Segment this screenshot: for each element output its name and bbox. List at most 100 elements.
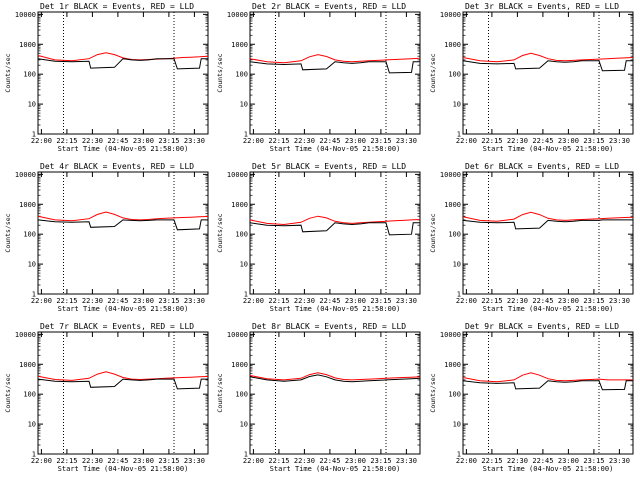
x-tick-label: 22:30 bbox=[507, 457, 528, 465]
x-tick-label: 22:00 bbox=[456, 457, 477, 465]
x-tick-label: 22:00 bbox=[456, 137, 477, 145]
y-tick-label: 100 bbox=[448, 231, 461, 239]
x-tick-label: 22:30 bbox=[294, 457, 315, 465]
y-tick-label: 10 bbox=[28, 421, 36, 429]
x-axis-label: Start Time (04-Nov-05 21:58:00) bbox=[483, 305, 614, 313]
x-tick-label: 23:00 bbox=[558, 297, 579, 305]
series-events-line bbox=[37, 219, 208, 231]
chart-title: Det 3r BLACK = Events, RED = LLD bbox=[465, 2, 619, 11]
y-tick-label: 100 bbox=[23, 71, 36, 79]
y-tick-label: 1000 bbox=[231, 201, 248, 209]
y-tick-label: 1000 bbox=[231, 41, 248, 49]
chart-title: Det 4r BLACK = Events, RED = LLD bbox=[40, 162, 194, 171]
y-tick-label: 10 bbox=[453, 261, 461, 269]
x-tick-label: 22:15 bbox=[268, 137, 289, 145]
y-tick-label: 10000 bbox=[227, 331, 248, 339]
x-tick-label: 22:00 bbox=[456, 297, 477, 305]
chart-panel-7: Det 7r BLACK = Events, RED = LLD 1 10 100 10… bbox=[4, 322, 209, 473]
y-tick-label: 10 bbox=[453, 101, 461, 109]
x-tick-label: 22:15 bbox=[481, 297, 502, 305]
x-tick-label: 23:15 bbox=[583, 457, 604, 465]
x-tick-label: 23:15 bbox=[158, 137, 179, 145]
y-tick-label: 1000 bbox=[19, 201, 36, 209]
y-tick-label: 100 bbox=[23, 391, 36, 399]
x-tick-label: 22:00 bbox=[31, 457, 52, 465]
x-tick-label: 22:45 bbox=[319, 297, 340, 305]
y-tick-label: 1000 bbox=[231, 361, 248, 369]
x-tick-label: 22:30 bbox=[82, 457, 103, 465]
y-tick-label: 1 bbox=[457, 291, 461, 299]
series-lld-line bbox=[462, 211, 634, 222]
x-tick-label: 22:45 bbox=[319, 137, 340, 145]
chart-title: Det 8r BLACK = Events, RED = LLD bbox=[252, 322, 406, 331]
plot-frame bbox=[249, 11, 421, 135]
y-axis-label: Counts/sec bbox=[4, 213, 12, 252]
x-tick-label: 23:30 bbox=[396, 457, 417, 465]
x-tick-label: 23:00 bbox=[345, 137, 366, 145]
y-tick-label: 1 bbox=[244, 451, 248, 459]
x-tick-label: 22:00 bbox=[243, 297, 264, 305]
y-tick-label: 1 bbox=[32, 291, 36, 299]
x-tick-label: 22:30 bbox=[82, 297, 103, 305]
chart-title: Det 7r BLACK = Events, RED = LLD bbox=[40, 322, 194, 331]
y-tick-label: 10000 bbox=[227, 11, 248, 19]
chart-title: Det 1r BLACK = Events, RED = LLD bbox=[40, 2, 194, 11]
x-axis-label: Start Time (04-Nov-05 21:58:00) bbox=[483, 465, 614, 473]
x-tick-label: 23:15 bbox=[583, 137, 604, 145]
y-tick-label: 10000 bbox=[15, 171, 36, 179]
x-axis-label: Start Time (04-Nov-05 21:58:00) bbox=[270, 465, 401, 473]
y-tick-label: 1 bbox=[457, 451, 461, 459]
x-tick-label: 22:45 bbox=[532, 297, 553, 305]
plot-frame bbox=[249, 331, 421, 455]
x-tick-label: 23:30 bbox=[396, 137, 417, 145]
series-events-line bbox=[462, 60, 633, 72]
y-tick-label: 100 bbox=[448, 71, 461, 79]
series-lld-line bbox=[462, 372, 633, 383]
chart-panel-6: Det 6r BLACK = Events, RED = LLD 1 10 100 10… bbox=[429, 162, 634, 313]
chart-panel-3: Det 3r BLACK = Events, RED = LLD 1 10 100 10… bbox=[429, 2, 634, 153]
y-tick-label: 10000 bbox=[227, 171, 248, 179]
y-tick-label: 1 bbox=[244, 291, 248, 299]
chart-panel-8: Det 8r BLACK = Events, RED = LLD 1 10 100 10… bbox=[216, 322, 421, 473]
x-axis-label: Start Time (04-Nov-05 21:58:00) bbox=[58, 465, 189, 473]
series-events-line bbox=[462, 380, 633, 391]
x-tick-label: 23:00 bbox=[558, 137, 579, 145]
x-tick-label: 22:15 bbox=[56, 137, 77, 145]
x-tick-label: 22:45 bbox=[532, 457, 553, 465]
x-axis-label: Start Time (04-Nov-05 21:58:00) bbox=[270, 305, 401, 313]
y-tick-label: 1 bbox=[457, 131, 461, 139]
x-tick-label: 22:00 bbox=[31, 137, 52, 145]
x-tick-label: 23:30 bbox=[609, 457, 630, 465]
x-tick-label: 23:30 bbox=[609, 297, 630, 305]
chart-panel-2: Det 2r BLACK = Events, RED = LLD 1 10 100 10… bbox=[216, 2, 421, 153]
x-tick-label: 22:15 bbox=[56, 297, 77, 305]
x-tick-label: 22:30 bbox=[507, 297, 528, 305]
x-tick-label: 23:30 bbox=[184, 457, 205, 465]
x-tick-label: 22:30 bbox=[507, 137, 528, 145]
x-axis-label: Start Time (04-Nov-05 21:58:00) bbox=[58, 305, 189, 313]
x-tick-label: 22:30 bbox=[294, 137, 315, 145]
x-tick-label: 23:30 bbox=[396, 297, 417, 305]
plot-frame bbox=[249, 171, 421, 295]
x-axis-label: Start Time (04-Nov-05 21:58:00) bbox=[58, 145, 189, 153]
y-tick-label: 10000 bbox=[15, 331, 36, 339]
x-tick-label: 23:15 bbox=[158, 297, 179, 305]
x-tick-label: 23:30 bbox=[184, 297, 205, 305]
y-axis-label: Counts/sec bbox=[4, 53, 12, 92]
series-lld-line bbox=[37, 371, 209, 381]
x-tick-label: 22:00 bbox=[31, 297, 52, 305]
chart-panel-5: Det 5r BLACK = Events, RED = LLD 1 10 100 10… bbox=[216, 162, 421, 313]
y-axis-label: Counts/sec bbox=[216, 213, 224, 252]
chart-title: Det 6r BLACK = Events, RED = LLD bbox=[465, 162, 619, 171]
y-tick-label: 10000 bbox=[440, 331, 461, 339]
series-lld-line bbox=[249, 215, 421, 226]
x-tick-label: 22:15 bbox=[481, 137, 502, 145]
x-tick-label: 22:15 bbox=[481, 457, 502, 465]
x-tick-label: 22:15 bbox=[56, 457, 77, 465]
x-tick-label: 22:30 bbox=[294, 297, 315, 305]
y-axis-label: Counts/sec bbox=[216, 53, 224, 92]
chart-panel-1: Det 1r BLACK = Events, RED = LLD 1 10 100 10… bbox=[4, 2, 209, 153]
y-tick-label: 1 bbox=[244, 131, 248, 139]
x-tick-label: 22:45 bbox=[107, 137, 128, 145]
